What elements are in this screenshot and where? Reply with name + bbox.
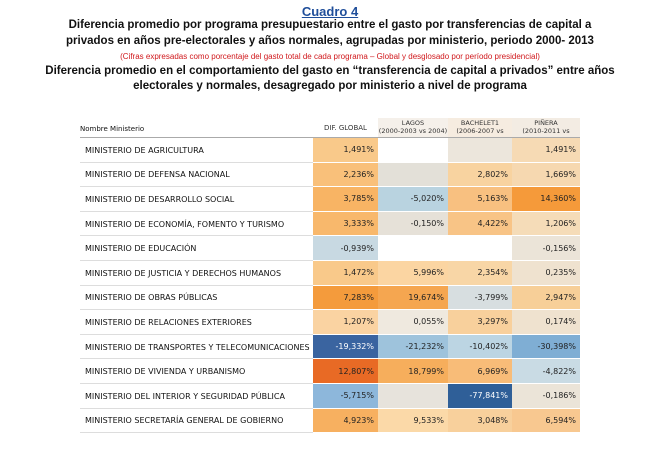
value-cell: -0,150% — [378, 211, 448, 236]
row-name: MINISTERIO DE JUSTICIA Y DERECHOS HUMANO… — [85, 268, 282, 278]
value-cell: 1,491% — [512, 138, 580, 162]
value-cell: 12,807% — [313, 359, 378, 383]
row-rule — [80, 407, 313, 409]
value-cell: 3,333% — [313, 211, 378, 236]
value-cell: 0,174% — [512, 310, 580, 334]
row-name: MINISTERIO SECRETARÍA GENERAL DE GOBIERN… — [85, 416, 284, 426]
value-cell — [378, 384, 448, 408]
row-rule — [80, 333, 313, 335]
table-title-line: electorales y normales, desagregado por … — [133, 80, 527, 92]
value-cell: -5,020% — [378, 187, 448, 211]
value-cell: -4,822% — [512, 359, 580, 383]
row-rule — [80, 235, 313, 237]
column-header-bg — [448, 118, 512, 137]
column-period: (2000-2003 vs 2004) — [378, 127, 448, 135]
row-rule — [80, 161, 313, 163]
value-cell: 4,923% — [313, 408, 378, 433]
value-cell: 0,055% — [378, 310, 448, 334]
row-rule — [80, 358, 313, 360]
column-header: LAGOS — [401, 119, 425, 127]
column-header: Nombre Ministerio — [80, 125, 145, 133]
value-cell: 2,802% — [448, 162, 512, 187]
row-name: MINISTERIO DE EDUCACIÓN — [85, 244, 197, 254]
value-cell: 14,360% — [512, 187, 580, 211]
value-cell: 2,354% — [448, 261, 512, 285]
value-cell: 1,669% — [512, 162, 580, 187]
value-cell: 2,236% — [313, 162, 378, 187]
value-cell: -0,186% — [512, 384, 580, 408]
table-title-line: Diferencia promedio en el comportamiento… — [45, 65, 615, 77]
value-cell: 5,163% — [448, 187, 512, 211]
value-cell: -30,398% — [512, 334, 580, 359]
value-cell: 2,947% — [512, 285, 580, 310]
row-name: MINISTERIO DE OBRAS PÚBLICAS — [85, 293, 218, 303]
value-cell: 3,048% — [448, 408, 512, 433]
row-name: MINISTERIO DEL INTERIOR Y SEGURIDAD PÚBL… — [85, 391, 285, 401]
value-cell: -21,232% — [378, 334, 448, 359]
value-cell: 7,283% — [313, 285, 378, 310]
row-name: MINISTERIO DE TRANSPORTES Y TELECOMUNICA… — [85, 342, 310, 352]
row-name: MINISTERIO DE ECONOMÍA, FOMENTO Y TURISM… — [85, 219, 285, 229]
value-cell — [448, 138, 512, 162]
value-cell — [378, 162, 448, 187]
value-cell: 4,422% — [448, 211, 512, 236]
row-rule — [80, 383, 313, 384]
column-header: BACHELET1 — [460, 119, 500, 127]
title: Cuadro 4 — [301, 4, 359, 19]
value-cell — [378, 138, 448, 162]
value-cell: -10,402% — [448, 334, 512, 359]
column-header-bg — [378, 118, 448, 137]
column-header: PIÑERA — [534, 119, 558, 127]
subtitle-line: Diferencia promedio por programa presupu… — [68, 19, 592, 31]
subtitle-line: privados en años pre-electorales y años … — [66, 35, 594, 47]
value-cell: 1,206% — [512, 211, 580, 236]
row-rule — [80, 210, 313, 212]
header-rule — [80, 137, 580, 138]
value-cell: 6,969% — [448, 359, 512, 383]
row-name: MINISTERIO DE AGRICULTURA — [85, 145, 204, 155]
row-rule — [80, 186, 313, 188]
row-name: MINISTERIO DE DESARROLLO SOCIAL — [85, 194, 235, 204]
row-name: MINISTERIO DE RELACIONES EXTERIORES — [85, 317, 252, 327]
value-cell: -3,799% — [448, 285, 512, 310]
value-cell: -0,156% — [512, 236, 580, 260]
column-header: DIF. GLOBAL — [324, 124, 367, 132]
value-cell: 3,297% — [448, 310, 512, 334]
value-cell: -0,939% — [313, 236, 378, 260]
value-cell: 9,533% — [378, 408, 448, 433]
value-cell — [378, 236, 448, 260]
value-cell: 1,472% — [313, 261, 378, 285]
note: (Cifras expresadas como porcentaje del g… — [120, 52, 540, 61]
row-name: MINISTERIO DE VIVIENDA Y URBANISMO — [85, 367, 246, 377]
value-cell: 5,996% — [378, 261, 448, 285]
row-rule — [80, 260, 313, 261]
value-cell: 6,594% — [512, 408, 580, 433]
column-header-bg — [512, 118, 580, 137]
value-cell: 1,491% — [313, 138, 378, 162]
row-name: MINISTERIO DE DEFENSA NACIONAL — [85, 170, 230, 180]
value-cell: -77,841% — [448, 384, 512, 408]
value-cell: -19,332% — [313, 334, 378, 359]
row-rule — [80, 284, 313, 286]
value-cell: 0,235% — [512, 261, 580, 285]
value-cell: -5,715% — [313, 384, 378, 408]
row-rule — [80, 432, 313, 434]
value-cell: 1,207% — [313, 310, 378, 334]
value-cell: 19,674% — [378, 285, 448, 310]
row-rule — [80, 309, 313, 311]
value-cell — [448, 236, 512, 260]
value-cell: 18,799% — [378, 359, 448, 383]
value-cell: 3,785% — [313, 187, 378, 211]
